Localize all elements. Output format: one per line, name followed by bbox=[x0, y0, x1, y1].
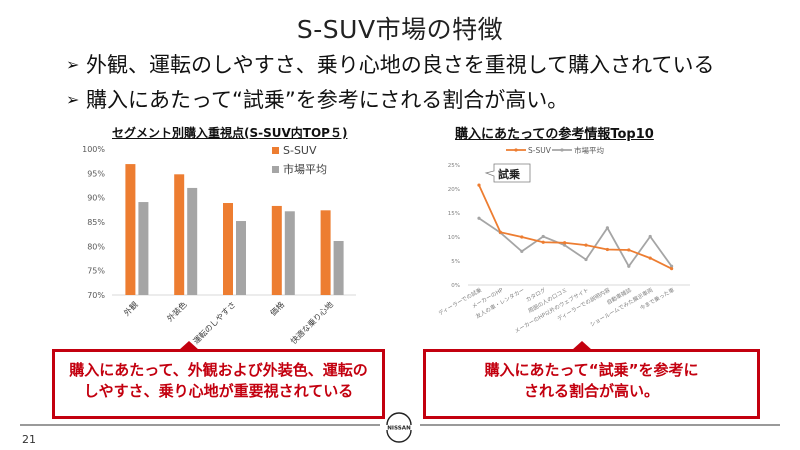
x-tick-label: 価格 bbox=[268, 299, 286, 317]
summary-callout-right: 購入にあたって“試乗”を参考に される割合が高い。 bbox=[423, 341, 760, 419]
svg-text:NISSAN: NISSAN bbox=[387, 426, 411, 432]
y-tick-label: 100% bbox=[82, 145, 105, 154]
footer-divider bbox=[420, 424, 780, 426]
bar bbox=[236, 221, 246, 295]
x-tick-label: 今まで乗った車 bbox=[638, 286, 676, 312]
bar bbox=[333, 240, 344, 295]
bar bbox=[284, 211, 295, 295]
legend-swatch bbox=[272, 166, 279, 173]
y-tick-label: 5% bbox=[451, 259, 460, 265]
callout-line: 購入にあたって、外観および外装色、運転の bbox=[69, 361, 368, 379]
bar bbox=[125, 164, 136, 295]
arrow-bullet-icon: ➢ bbox=[66, 55, 80, 74]
x-tick-label: 外観 bbox=[121, 299, 139, 317]
x-tick-label: 運転のしやすさ bbox=[192, 300, 238, 346]
legend-label: S-SUV bbox=[283, 144, 317, 157]
bar-chart-title: セグメント別購入重視点(S-SUV内TOP５) bbox=[112, 126, 348, 140]
legend-label: 市場平均 bbox=[283, 162, 327, 176]
svg-text:試乗: 試乗 bbox=[498, 167, 520, 181]
legend-label: 市場平均 bbox=[574, 145, 604, 155]
legend-swatch bbox=[272, 147, 279, 154]
y-tick-label: 90% bbox=[87, 194, 105, 203]
bar bbox=[138, 202, 149, 295]
bullet-text: 外観、運転のしやすさ、乗り心地の良さを重視して購入されている bbox=[86, 53, 715, 77]
x-tick-label: 外装色 bbox=[165, 299, 189, 323]
bar bbox=[187, 187, 198, 295]
bullet-2: ➢ 購入にあたって“試乗”を参考にされる割合が高い。 bbox=[66, 84, 568, 114]
bullet-text: 購入にあたって“試乗”を参考にされる割合が高い。 bbox=[86, 88, 569, 112]
line-chart: 0%5%10%15%20%25%ディーラーでの試乗メーカーのHP友人の車・レンタ… bbox=[437, 145, 690, 335]
line-chart-title: 購入にあたっての参考情報Top10 bbox=[455, 127, 654, 142]
y-tick-label: 20% bbox=[448, 187, 460, 193]
slide-title: S-SUV市場の特徴 bbox=[296, 15, 504, 44]
bar bbox=[320, 210, 331, 295]
nissan-logo-icon: NISSAN bbox=[386, 412, 412, 443]
y-tick-label: 95% bbox=[87, 169, 105, 178]
y-tick-label: 75% bbox=[87, 267, 105, 276]
bullet-1: ➢ 外観、運転のしやすさ、乗り心地の良さを重視して購入されている bbox=[66, 49, 715, 79]
y-tick-label: 70% bbox=[87, 291, 105, 300]
bar bbox=[271, 205, 282, 295]
page-number: 21 bbox=[22, 433, 36, 446]
s-suv-line bbox=[478, 184, 672, 270]
market-avg-line bbox=[478, 217, 673, 268]
footer-divider bbox=[20, 424, 380, 426]
y-tick-label: 0% bbox=[451, 283, 460, 289]
y-tick-label: 85% bbox=[87, 218, 105, 227]
y-tick-label: 25% bbox=[448, 163, 460, 169]
arrow-bullet-icon: ➢ bbox=[66, 90, 80, 109]
y-tick-label: 80% bbox=[87, 242, 105, 251]
callout-pointer bbox=[572, 341, 592, 350]
y-tick-label: 15% bbox=[448, 211, 460, 217]
legend-label: S-SUV bbox=[528, 146, 552, 155]
bar bbox=[223, 203, 233, 295]
callout-line: 購入にあたって“試乗”を参考に bbox=[484, 361, 699, 379]
callout-pointer bbox=[179, 341, 199, 350]
bar bbox=[174, 174, 185, 295]
callout-line: される割合が高い。 bbox=[523, 382, 659, 400]
bar-chart: 70% 75% 80% 85% 90% 95% 100% 外観 外装色 運転のしやすさ 価格 快適な乗… bbox=[82, 144, 356, 346]
callout-line: しやすさ、乗り心地が重要視されている bbox=[83, 382, 354, 400]
y-tick-label: 10% bbox=[448, 235, 460, 241]
summary-callout-left: 購入にあたって、外観および外装色、運転の しやすさ、乗り心地が重要視されている bbox=[52, 341, 385, 419]
annotation-callout: 試乗 bbox=[484, 163, 531, 183]
x-tick-label: 快適な乗り心地 bbox=[288, 299, 335, 346]
